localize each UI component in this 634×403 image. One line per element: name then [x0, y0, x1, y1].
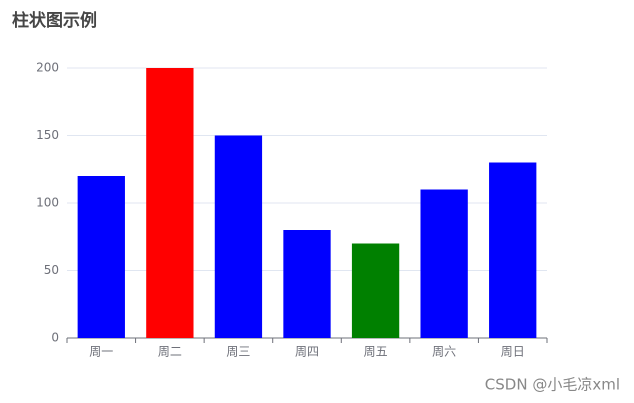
x-tick-label: 周五: [364, 345, 388, 359]
y-tick-label: 50: [44, 263, 59, 277]
x-tick-label: 周四: [295, 345, 319, 359]
bar: [420, 189, 468, 338]
y-tick-label: 200: [36, 61, 59, 75]
y-tick-label: 150: [36, 128, 59, 142]
chart-title: 柱状图示例: [12, 10, 97, 31]
bar: [351, 243, 400, 338]
x-tick-label: 周三: [226, 345, 250, 359]
bar: [489, 162, 537, 338]
bar: [77, 176, 125, 338]
x-tick-label: 周二: [158, 345, 182, 359]
y-tick-label: 100: [36, 196, 59, 210]
x-tick-label: 周日: [501, 345, 525, 359]
y-tick-label: 0: [51, 331, 59, 345]
bar: [283, 230, 331, 338]
bar: [214, 135, 263, 338]
x-tick-label: 周一: [89, 345, 113, 359]
x-tick-label: 周六: [432, 345, 456, 359]
bar: [146, 68, 194, 338]
watermark: CSDN @小毛凉xml: [485, 376, 620, 394]
